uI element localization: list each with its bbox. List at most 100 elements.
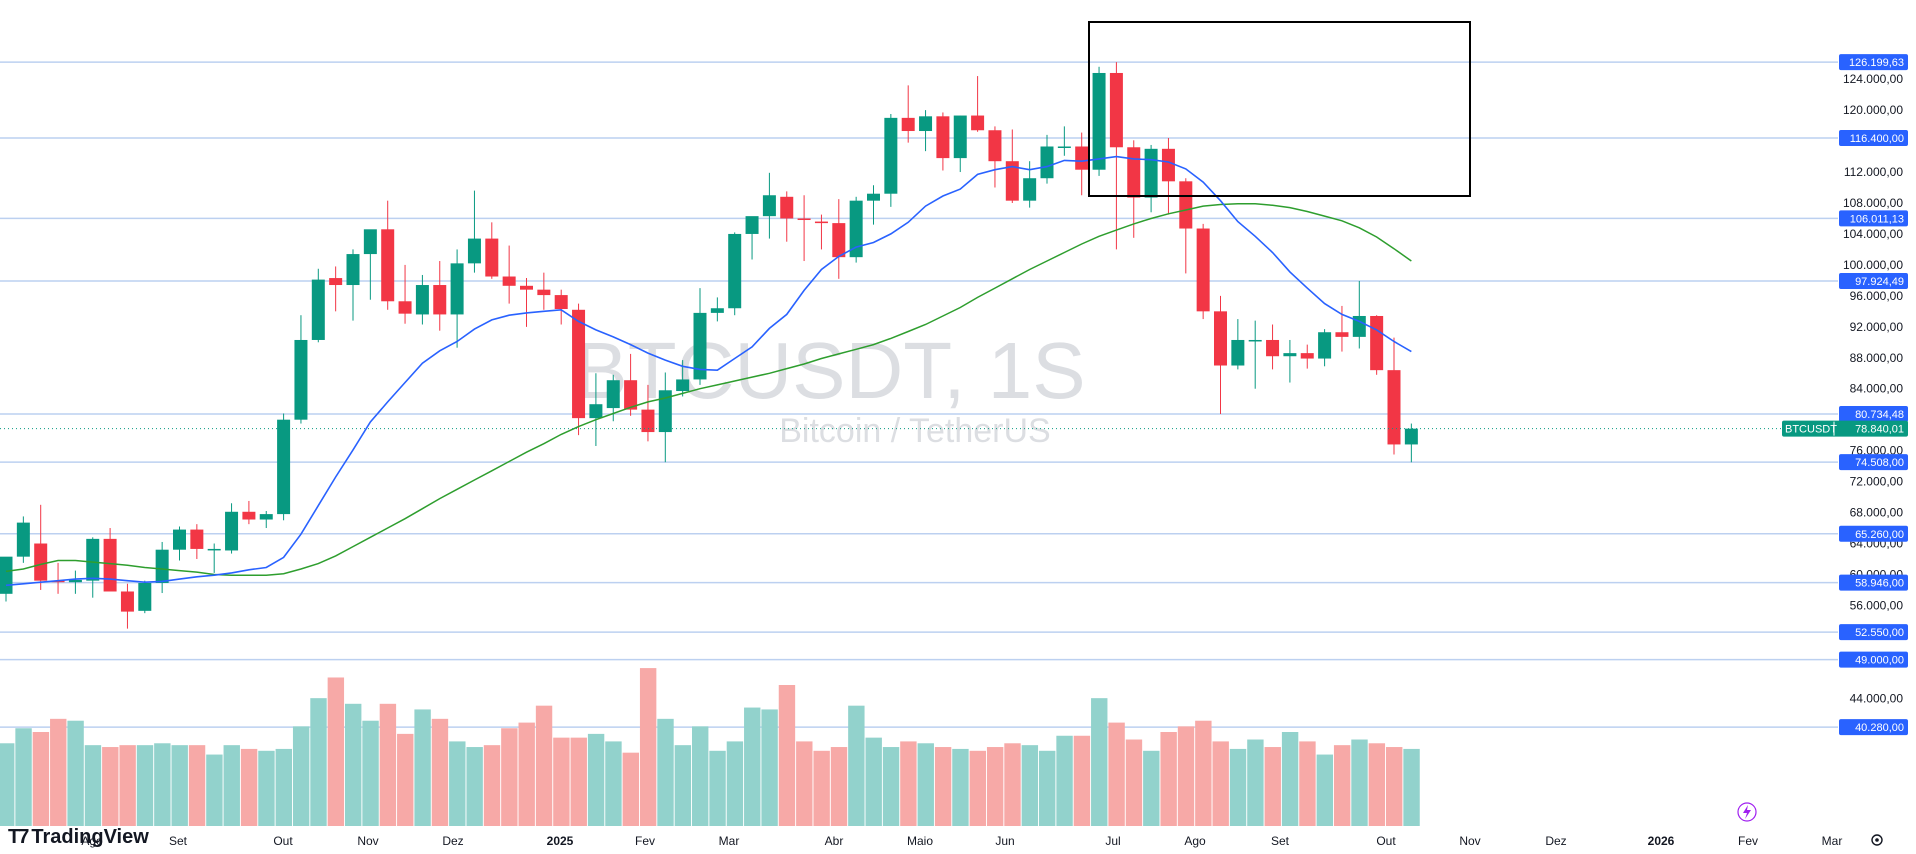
- price-tick-labels: 124.000,00 120.000,00 112.000,00 108.000,00…: [1843, 72, 1903, 705]
- volume-bar: [1264, 747, 1281, 826]
- candle: [901, 85, 915, 143]
- volume-bar: [1368, 743, 1386, 826]
- level-badge[interactable]: 116.400,00: [1839, 129, 1908, 146]
- highlight-rectangle[interactable]: [1088, 21, 1471, 197]
- volume-bar: [744, 707, 761, 826]
- settings-gear-icon[interactable]: [1871, 834, 1883, 846]
- svg-text:52.550,00: 52.550,00: [1855, 627, 1904, 639]
- candle: [190, 524, 204, 559]
- time-axis-label: Set: [1271, 834, 1290, 848]
- level-badge[interactable]: 74.508,00: [1839, 454, 1908, 471]
- price-tick-label: 92.000,00: [1850, 320, 1904, 334]
- price-tick-label: 84.000,00: [1850, 382, 1904, 396]
- volume-bar: [67, 720, 84, 826]
- volume-bar: [206, 754, 223, 826]
- time-axis[interactable]: [0, 826, 1916, 854]
- level-badge[interactable]: 52.550,00: [1839, 624, 1908, 641]
- volume-bar: [518, 722, 535, 826]
- volume-bar: [986, 747, 1004, 826]
- candle: [884, 113, 898, 207]
- level-badge[interactable]: 49.000,00: [1839, 651, 1908, 668]
- candle: [1231, 319, 1245, 370]
- time-axis-label: Fev: [635, 834, 655, 848]
- volume-bar: [1091, 698, 1108, 826]
- level-badge[interactable]: 97.924,49: [1839, 272, 1908, 289]
- candle: [259, 511, 273, 529]
- volume-bar: [1177, 726, 1195, 826]
- volume-bar: [553, 737, 570, 826]
- time-axis-label: Jun: [995, 834, 1014, 848]
- tradingview-logo[interactable]: T7 TradingView: [8, 826, 149, 848]
- time-axis-label: Mar: [719, 834, 740, 848]
- candle: [1266, 324, 1280, 370]
- candle: [173, 526, 186, 561]
- ma-slow-line: [5, 203, 1412, 576]
- level-badge[interactable]: 65.260,00: [1839, 525, 1908, 542]
- volume-bar: [345, 703, 362, 826]
- volume-bar: [1229, 748, 1247, 826]
- candle: [346, 249, 360, 321]
- volume-bar: [1281, 732, 1299, 826]
- volume-bar: [379, 703, 397, 826]
- candle: [1196, 223, 1210, 320]
- volume-bar: [240, 748, 258, 826]
- candle: [745, 216, 759, 260]
- volume-bar: [692, 726, 709, 826]
- candle: [467, 190, 481, 273]
- svg-text:116.400,00: 116.400,00: [1850, 133, 1904, 145]
- candle: [867, 185, 880, 225]
- volume-bar: [1316, 754, 1333, 826]
- volume-bar: [535, 705, 553, 826]
- candle: [1300, 344, 1314, 369]
- price-tick-label: 104.000,00: [1843, 227, 1903, 241]
- candle: [1109, 62, 1123, 250]
- level-badge[interactable]: 58.946,00: [1839, 574, 1908, 591]
- lightning-icon[interactable]: [1737, 802, 1757, 822]
- time-axis-label: Abr: [825, 834, 844, 848]
- price-tick-label: 88.000,00: [1850, 351, 1904, 365]
- volume-bar: [778, 685, 796, 826]
- volume-bar: [848, 705, 865, 826]
- price-tick-label: 96.000,00: [1850, 289, 1904, 303]
- candle: [572, 303, 586, 436]
- level-badge[interactable]: 40.280,00: [1839, 719, 1908, 736]
- level-badge[interactable]: 106.011,13: [1839, 210, 1908, 227]
- volume-bar: [882, 747, 900, 826]
- volume-bar: [466, 747, 483, 826]
- candle: [762, 172, 776, 239]
- volume-bar: [709, 750, 726, 826]
- candle: [450, 249, 464, 348]
- candle: [1352, 280, 1366, 349]
- volume-bar: [1195, 720, 1212, 826]
- level-badge[interactable]: 80.734,48: [1839, 406, 1908, 422]
- volume-bar: [171, 745, 188, 826]
- candle: [520, 278, 533, 327]
- price-tick-label: 112.000,00: [1844, 165, 1903, 179]
- volume-bar: [639, 668, 657, 826]
- candle: [797, 195, 811, 262]
- volume-bar: [136, 745, 154, 826]
- volume-bar: [102, 747, 119, 826]
- volume-bar: [223, 745, 240, 826]
- candle: [225, 503, 239, 554]
- price-tick-label: 108.000,00: [1843, 196, 1903, 210]
- volume-bar: [1299, 741, 1316, 826]
- price-tick-label: 72.000,00: [1850, 475, 1904, 489]
- level-badge[interactable]: 126.199,63: [1839, 54, 1908, 71]
- volume-bar: [1125, 739, 1143, 826]
- candle: [1370, 315, 1384, 375]
- candle: [554, 289, 568, 325]
- candle: [120, 583, 134, 629]
- candle: [1040, 134, 1054, 184]
- volume-bar: [258, 750, 275, 826]
- candlestick-series: [0, 62, 1418, 629]
- candle: [658, 372, 672, 463]
- time-axis-label: Ago: [81, 834, 103, 848]
- candle: [16, 516, 30, 563]
- candle: [936, 112, 950, 171]
- volume-bar: [813, 750, 830, 826]
- time-axis-labels: Ago Set Out Nov Dez 2025 Fev Mar Abr Maio Jun Jul Ag…: [81, 834, 1842, 848]
- candle: [641, 384, 655, 442]
- candle: [1179, 178, 1193, 274]
